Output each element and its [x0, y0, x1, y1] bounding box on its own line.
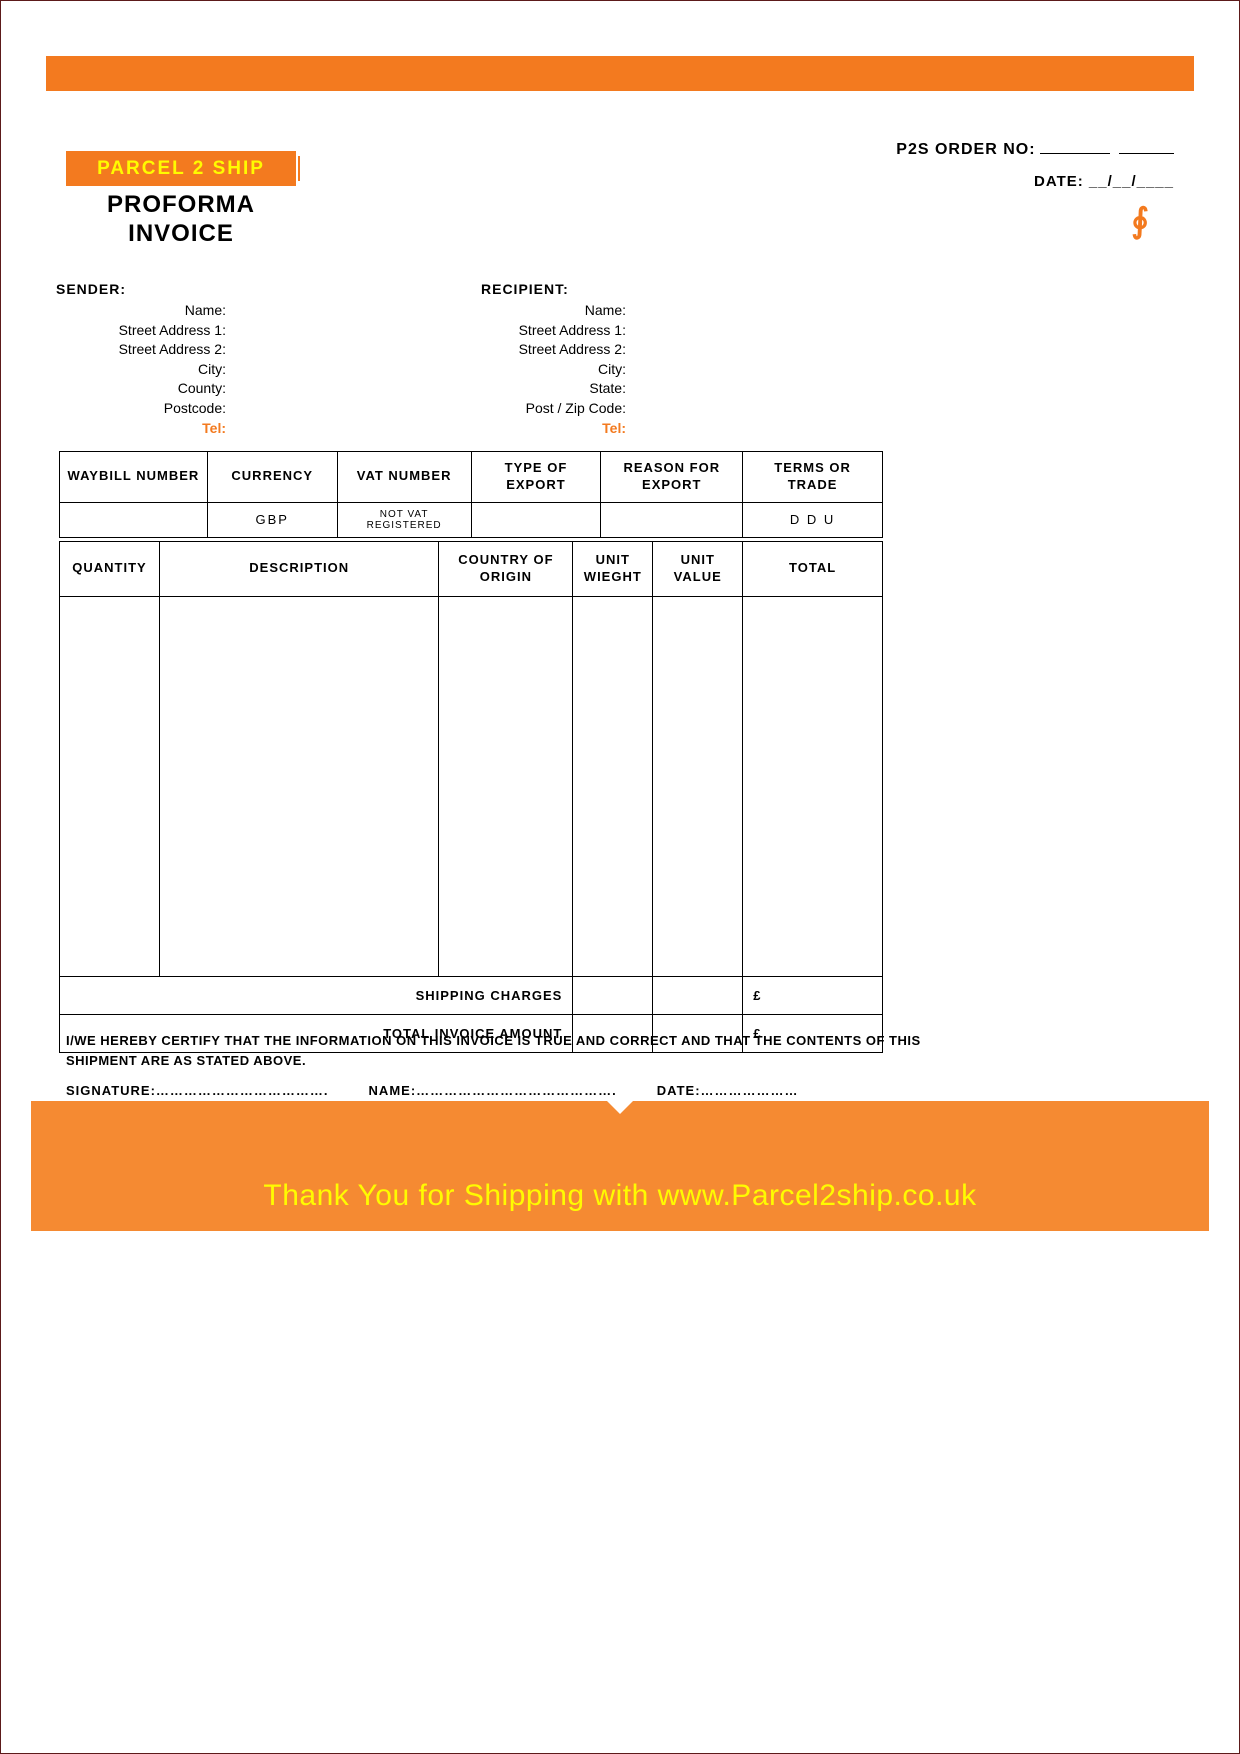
- page: P2S ORDER NO: DATE: __/__/____ ∮︎ PARCEL…: [0, 0, 1240, 1754]
- sender-city-label: City:: [61, 360, 226, 380]
- items-cell: [653, 596, 743, 976]
- meta-terms-value: D D U: [743, 502, 883, 537]
- items-col-origin: COUNTRY OF ORIGIN: [439, 542, 573, 597]
- signature-line: SIGNATURE:………………………………. NAME:………………………………: [66, 1083, 939, 1098]
- footer-text: Thank You for Shipping with www.Parcel2s…: [31, 1179, 1209, 1213]
- meta-header-row: WAYBILL NUMBER CURRENCY VAT NUMBER TYPE …: [60, 452, 883, 503]
- sum-empty: [653, 976, 743, 1014]
- signature-field: SIGNATURE:……………………………….: [66, 1083, 329, 1098]
- shipping-charges-label: SHIPPING CHARGES: [60, 976, 573, 1014]
- sender-addr2-label: Street Address 2:: [61, 340, 226, 360]
- meta-export-type-value: [471, 502, 601, 537]
- meta-waybill-value: [60, 502, 208, 537]
- meta-vat-value: NOT VAT REGISTERED: [337, 502, 471, 537]
- meta-col-export-type: TYPE OF EXPORT: [471, 452, 601, 503]
- meta-col-currency: CURRENCY: [207, 452, 337, 503]
- recipient-state-label: State:: [486, 379, 626, 399]
- items-cell: [573, 596, 653, 976]
- meta-col-terms: TERMS OR TRADE: [743, 452, 883, 503]
- recipient-block: RECIPIENT: Name: Street Address 1: Stree…: [486, 281, 626, 438]
- document-title: PROFORMA INVOICE: [66, 191, 296, 249]
- items-col-qty: QUANTITY: [60, 542, 160, 597]
- items-body-row: [60, 596, 883, 976]
- items-cell: [60, 596, 160, 976]
- shipping-charges-row: SHIPPING CHARGES £: [60, 976, 883, 1014]
- top-accent-bar: [46, 56, 1194, 91]
- brand-text: PARCEL 2 SHIP: [97, 158, 265, 179]
- sender-county-label: County:: [61, 379, 226, 399]
- items-header-row: QUANTITY DESCRIPTION COUNTRY OF ORIGIN U…: [60, 542, 883, 597]
- recipient-addr2-label: Street Address 2:: [486, 340, 626, 360]
- date-field: DATE:…………………: [657, 1083, 799, 1098]
- recipient-zip-label: Post / Zip Code:: [486, 399, 626, 419]
- sender-postcode-label: Postcode:: [61, 399, 226, 419]
- sender-heading: SENDER:: [56, 281, 226, 297]
- items-cell: [159, 596, 439, 976]
- sender-block: SENDER: Name: Street Address 1: Street A…: [61, 281, 226, 438]
- name-field: NAME:…………………………………….: [369, 1083, 617, 1098]
- sender-addr1-label: Street Address 1:: [61, 321, 226, 341]
- sum-empty: [573, 976, 653, 1014]
- meta-currency-value: GBP: [207, 502, 337, 537]
- footer-bar: Thank You for Shipping with www.Parcel2s…: [31, 1101, 1209, 1231]
- order-number-label: P2S ORDER NO:: [896, 141, 1174, 159]
- items-col-unit-value: UNIT VALUE: [653, 542, 743, 597]
- items-cell: [439, 596, 573, 976]
- meta-table: WAYBILL NUMBER CURRENCY VAT NUMBER TYPE …: [59, 451, 883, 538]
- items-cell: [743, 596, 883, 976]
- sender-tel-label: Tel:: [61, 419, 226, 439]
- recipient-name-label: Name:: [486, 301, 626, 321]
- items-col-weight: UNIT WIEGHT: [573, 542, 653, 597]
- shipping-charges-value: £: [743, 976, 883, 1014]
- meta-col-vat: VAT NUMBER: [337, 452, 471, 503]
- date-label: DATE: __/__/____: [1034, 173, 1174, 190]
- recipient-city-label: City:: [486, 360, 626, 380]
- recipient-tel-label: Tel:: [486, 419, 626, 439]
- recipient-heading: RECIPIENT:: [481, 281, 626, 297]
- meta-value-row: GBP NOT VAT REGISTERED D D U: [60, 502, 883, 537]
- items-col-total: TOTAL: [743, 542, 883, 597]
- meta-export-reason-value: [601, 502, 743, 537]
- sender-name-label: Name:: [61, 301, 226, 321]
- items-col-desc: DESCRIPTION: [159, 542, 439, 597]
- meta-col-waybill: WAYBILL NUMBER: [60, 452, 208, 503]
- meta-col-export-reason: REASON FOR EXPORT: [601, 452, 743, 503]
- certification-text: I/WE HEREBY CERTIFY THAT THE INFORMATION…: [66, 1031, 939, 1070]
- flourish-icon: ∮︎: [1131, 201, 1149, 241]
- recipient-addr1-label: Street Address 1:: [486, 321, 626, 341]
- items-table: QUANTITY DESCRIPTION COUNTRY OF ORIGIN U…: [59, 541, 883, 1053]
- brand-logo: PARCEL 2 SHIP: [66, 151, 296, 186]
